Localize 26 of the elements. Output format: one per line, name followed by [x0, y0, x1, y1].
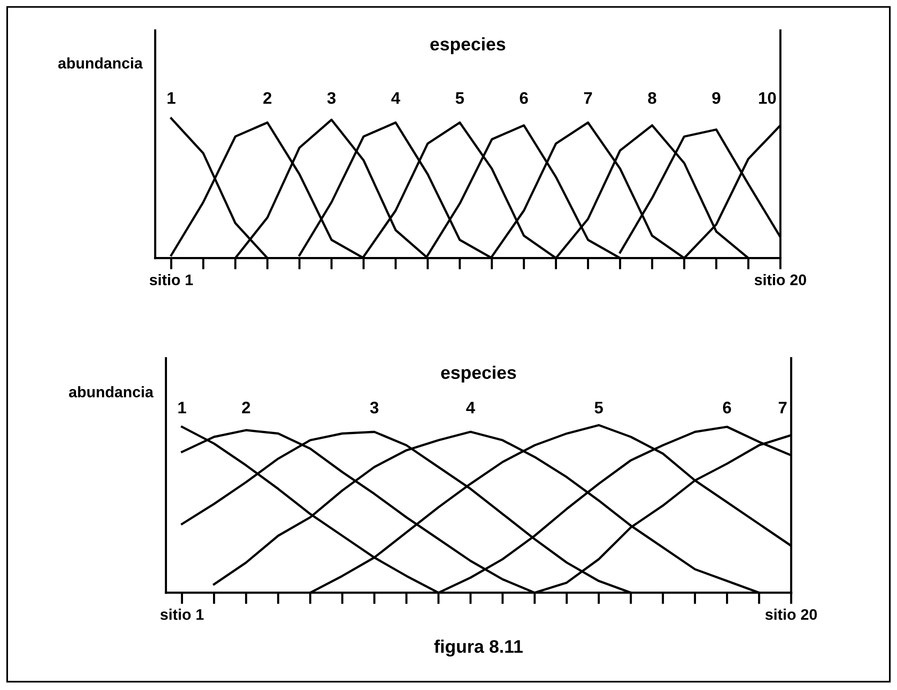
- series-label: 4: [391, 92, 400, 104]
- series-label: 9: [712, 92, 720, 104]
- chart-title: especies: [441, 366, 516, 383]
- series-label: 7: [778, 402, 787, 414]
- series-label: 3: [327, 92, 336, 104]
- series-label: 1: [178, 402, 186, 414]
- series-label: 2: [263, 92, 272, 104]
- series-label: 10: [759, 92, 776, 104]
- series-label: 6: [520, 92, 528, 104]
- series-label: 3: [370, 402, 378, 414]
- x-tick-label: sitio 1: [160, 608, 204, 620]
- series-label: 4: [466, 402, 476, 414]
- x-tick-label: sitio 1: [150, 274, 193, 286]
- series-label: 7: [584, 92, 592, 104]
- series-label: 6: [723, 402, 732, 414]
- series-label: 5: [594, 402, 603, 414]
- y-axis-title: abundancia: [69, 386, 154, 398]
- y-axis-title: abundancia: [58, 57, 143, 69]
- series-label: 5: [456, 92, 464, 104]
- x-tick-label: sitio 20: [765, 608, 817, 620]
- x-tick-label: sitio 20: [754, 274, 806, 286]
- series-label: 8: [648, 92, 656, 104]
- series-label: 1: [168, 92, 176, 104]
- text: figura 8.11: [434, 640, 523, 657]
- series-label: 2: [242, 402, 250, 414]
- chart-title: especies: [430, 37, 506, 54]
